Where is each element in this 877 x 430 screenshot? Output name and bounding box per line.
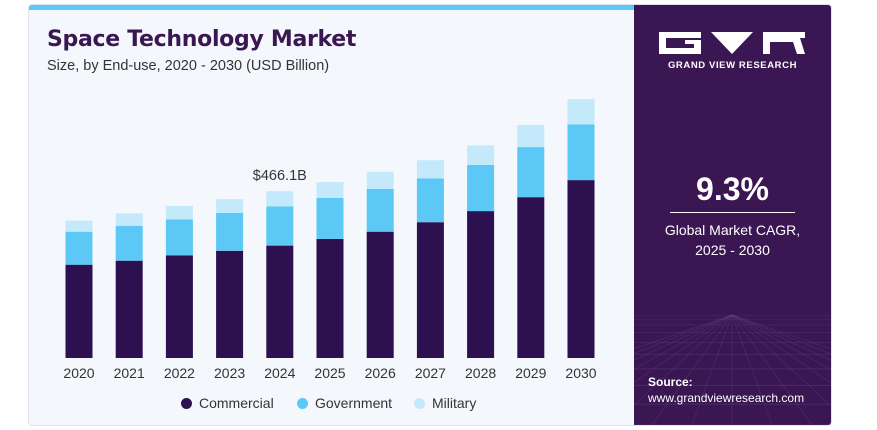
x-tick-label-2020: 2020 xyxy=(63,365,94,381)
chart-card: Space Technology Market Size, by End-use… xyxy=(28,4,832,426)
grid-decor-vline xyxy=(691,314,733,425)
x-tick-label-2023: 2023 xyxy=(214,365,245,381)
source-label: Source: xyxy=(648,375,693,389)
grid-decor-vline xyxy=(731,314,831,370)
bar-military-2030 xyxy=(567,99,595,125)
legend-item-commercial: Commercial xyxy=(181,393,274,413)
chart-subtitle: Size, by End-use, 2020 - 2030 (USD Billi… xyxy=(47,58,330,74)
chart-title: Space Technology Market xyxy=(47,27,357,52)
bar-government-2030 xyxy=(567,124,595,181)
chart-panel: Space Technology Market Size, by End-use… xyxy=(29,10,634,425)
legend-label-commercial: Commercial xyxy=(199,395,274,411)
side-panel: GRAND VIEW RESEARCH 9.3% Global Market C… xyxy=(634,5,831,425)
bar-government-2020 xyxy=(65,231,93,265)
bar-government-2028 xyxy=(467,165,495,212)
x-tick-label-2022: 2022 xyxy=(164,365,195,381)
x-tick-label-2029: 2029 xyxy=(515,365,546,381)
bar-military-2024 xyxy=(266,191,294,207)
bar-government-2029 xyxy=(517,147,545,198)
grid-decor-vline xyxy=(731,314,813,425)
x-tick-label-2028: 2028 xyxy=(465,365,496,381)
legend-swatch-government xyxy=(297,397,308,409)
cagr-label: Global Market CAGR, 2025 - 2030 xyxy=(634,220,831,260)
x-tick-label-2027: 2027 xyxy=(415,365,446,381)
bar-commercial-2021 xyxy=(115,260,143,358)
bar-military-2021 xyxy=(115,213,143,226)
grid-decor-vline xyxy=(731,314,831,384)
bar-commercial-2023 xyxy=(216,250,244,358)
grid-decor-vline xyxy=(634,314,733,350)
brand-name: GRAND VIEW RESEARCH xyxy=(667,60,798,71)
bar-commercial-2027 xyxy=(416,222,444,358)
grid-decor-vline xyxy=(634,314,733,370)
grid-decor-vline xyxy=(634,314,733,354)
x-tick-label-2030: 2030 xyxy=(565,365,596,381)
x-tick-label-2024: 2024 xyxy=(264,365,295,381)
bar-military-2027 xyxy=(416,160,444,179)
bar-commercial-2029 xyxy=(517,197,545,358)
grid-decor-vline xyxy=(731,314,773,425)
bar-commercial-2022 xyxy=(165,255,193,358)
legend-swatch-commercial xyxy=(181,397,192,409)
bar-commercial-2020 xyxy=(65,264,93,358)
grid-decor-vline xyxy=(731,314,831,361)
chart-legend: Commercial Government Military xyxy=(29,393,634,413)
bar-government-2024 xyxy=(266,206,294,246)
decorative-grid-graphic xyxy=(634,314,831,425)
grid-decor-vline xyxy=(731,314,831,355)
legend-item-government: Government xyxy=(297,393,392,413)
bar-commercial-2024 xyxy=(266,245,294,358)
bar-government-2022 xyxy=(165,219,193,256)
bar-military-2026 xyxy=(366,171,394,189)
grid-decor-vline xyxy=(634,314,733,406)
value-annotation-2024: $466.1B xyxy=(253,168,307,184)
legend-label-government: Government xyxy=(315,395,393,411)
top-accent-bar xyxy=(29,5,634,10)
legend-item-military: Military xyxy=(414,393,476,413)
grand-view-research-logo xyxy=(659,32,805,54)
bar-commercial-2026 xyxy=(366,231,394,358)
source-link[interactable]: www.grandviewresearch.com xyxy=(648,391,805,405)
grid-decor-vline xyxy=(634,314,733,361)
bar-military-2028 xyxy=(467,145,495,165)
bar-commercial-2025 xyxy=(316,238,344,358)
x-tick-label-2025: 2025 xyxy=(314,365,345,381)
bar-government-2026 xyxy=(366,188,394,232)
bar-commercial-2030 xyxy=(567,180,595,358)
legend-label-military: Military xyxy=(432,395,477,411)
grid-decor-vline xyxy=(634,314,733,383)
cagr-value: 9.3% xyxy=(696,171,769,207)
bar-government-2023 xyxy=(216,213,244,251)
bar-military-2023 xyxy=(216,199,244,213)
bar-government-2027 xyxy=(416,178,444,223)
bar-government-2025 xyxy=(316,198,344,239)
cagr-label-line2: 2025 - 2030 xyxy=(695,242,770,258)
bar-military-2020 xyxy=(65,220,93,232)
cagr-divider xyxy=(670,212,795,213)
bar-military-2029 xyxy=(517,124,545,148)
bar-military-2025 xyxy=(316,182,344,198)
bar-commercial-2028 xyxy=(467,211,495,358)
legend-swatch-military xyxy=(414,397,425,409)
x-tick-label-2026: 2026 xyxy=(365,365,396,381)
grid-decor-vline xyxy=(731,314,831,407)
grid-decor-vline xyxy=(731,314,831,350)
bar-government-2021 xyxy=(115,225,143,261)
x-tick-label-2021: 2021 xyxy=(114,365,145,381)
cagr-label-line1: Global Market CAGR, xyxy=(664,222,801,238)
bar-chart: 2020 2021 2022 2023 2024 2025 2026 2027 2028 2029… xyxy=(63,99,597,381)
bar-military-2022 xyxy=(165,205,193,220)
grid-decor-vline xyxy=(651,314,733,425)
